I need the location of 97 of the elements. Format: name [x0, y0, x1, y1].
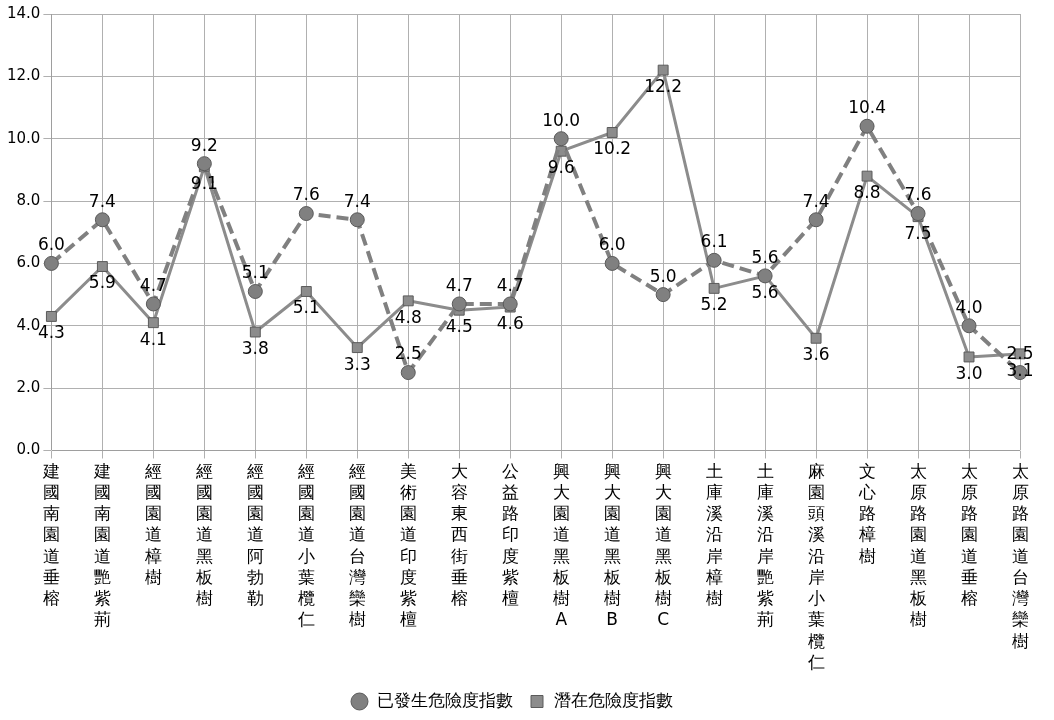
data-label: 7.6	[292, 184, 320, 205]
data-label: 4.1	[139, 328, 167, 349]
data-label: 9.6	[547, 157, 575, 178]
point	[553, 131, 569, 147]
y-tick-label: 10.0	[6, 128, 41, 147]
point	[402, 295, 414, 307]
x-tick-label: 經國園道黑板樹	[194, 460, 213, 609]
data-label: 7.5	[904, 222, 932, 243]
data-label: 4.7	[445, 274, 473, 295]
data-label: 5.6	[751, 281, 779, 302]
data-label: 9.1	[190, 172, 218, 193]
y-tick-label: 6.0	[16, 253, 41, 272]
x-tick-label: 經國園道阿勃勒	[245, 460, 264, 609]
data-label: 6.1	[700, 231, 728, 252]
point	[657, 64, 669, 76]
data-label: 7.4	[802, 190, 830, 211]
legend-label: 潛在危險度指數	[554, 689, 673, 710]
data-label: 5.1	[292, 297, 320, 318]
legend-label: 已發生危險度指數	[376, 689, 513, 710]
data-label: 4.7	[139, 274, 167, 295]
x-tick-label: 公益路印度紫檀	[501, 460, 519, 609]
y-tick-label: 8.0	[16, 190, 41, 209]
x-tick-label: 興大園道黑板樹B	[602, 460, 621, 630]
x-tick-label: 經國園道小葉欖仁	[296, 460, 315, 630]
data-label: 3.3	[343, 353, 371, 374]
point	[451, 296, 467, 312]
data-label: 7.4	[343, 190, 371, 211]
point	[298, 206, 314, 222]
y-tick-label: 14.0	[6, 3, 41, 22]
point	[963, 351, 975, 363]
point	[810, 332, 822, 344]
data-label: 4.6	[496, 313, 524, 333]
point	[351, 342, 363, 354]
point	[861, 170, 873, 182]
data-label: 5.6	[751, 246, 779, 267]
point	[249, 326, 261, 338]
data-label: 5.9	[88, 272, 116, 293]
data-label: 3.6	[802, 344, 830, 365]
category-label: 麻園頭溪沿岸小葉欖仁	[807, 460, 825, 672]
y-tick-label: 12.0	[6, 66, 41, 85]
x-tick-label: 興大園道黑板樹C	[653, 460, 672, 630]
point	[349, 212, 365, 228]
data-label: 3.0	[955, 362, 983, 383]
point	[910, 206, 926, 222]
x-tick-label: 建國南園道艷紫荊	[92, 460, 111, 630]
point	[708, 282, 720, 294]
data-label: 7.6	[904, 184, 932, 205]
point	[808, 212, 824, 228]
data-label: 4.0	[955, 296, 983, 317]
x-tick-label: 大容東西街垂榕	[450, 460, 468, 609]
x-tick-label: 土庫溪沿岸艷紫荊	[756, 460, 774, 630]
point	[247, 283, 263, 299]
x-tick-label: 美術園道印度紫檀	[399, 460, 417, 630]
point	[145, 296, 161, 312]
point	[706, 252, 722, 268]
data-label: 12.2	[644, 76, 683, 97]
x-tick-label: 興大園道黑板樹A	[551, 460, 570, 630]
x-tick-label: 文心路樟樹	[857, 460, 876, 566]
point	[961, 318, 977, 334]
y-tick-label: 2.0	[16, 378, 41, 397]
point	[196, 156, 212, 172]
x-tick-label: 太原路園道垂榕	[960, 460, 978, 609]
data-label: 4.7	[496, 274, 524, 295]
data-label: 2.5	[394, 343, 422, 364]
data-label: 10.4	[848, 97, 886, 118]
point	[604, 255, 620, 271]
point	[43, 255, 59, 271]
x-tick-label: 土庫溪沿岸樟樹	[704, 460, 723, 609]
point	[300, 286, 312, 297]
point	[400, 365, 416, 381]
data-label: 9.2	[190, 134, 218, 155]
x-tick-label: 建國南園道垂榕	[41, 460, 60, 609]
data-label: 8.8	[853, 182, 881, 203]
point	[502, 296, 518, 312]
x-tick-label: 經國園道台灣欒樹	[347, 460, 366, 630]
point	[45, 310, 57, 322]
y-tick-label: 0.0	[16, 440, 41, 459]
point	[859, 118, 875, 134]
category-label: 太原路園道台灣欒樹	[1011, 460, 1029, 651]
data-label: 3.8	[241, 337, 269, 358]
x-tick-label: 太原路園道黑板樹	[908, 460, 927, 630]
data-label: 10.0	[542, 109, 581, 130]
data-label: 7.4	[88, 190, 116, 211]
data-label: 6.0	[598, 234, 626, 255]
point	[94, 212, 110, 228]
data-label: 10.2	[593, 138, 632, 159]
data-label: 6.0	[37, 234, 65, 255]
point	[606, 127, 618, 138]
data-label: 5.0	[649, 265, 677, 286]
data-label: 5.1	[241, 262, 269, 283]
point	[655, 287, 671, 303]
point	[147, 317, 159, 329]
x-tick-label: 經國園道樟樹	[143, 460, 162, 587]
data-label: 5.2	[700, 294, 728, 315]
data-label: 4.8	[394, 306, 422, 327]
point	[96, 261, 108, 272]
data-label: 4.5	[445, 316, 473, 337]
